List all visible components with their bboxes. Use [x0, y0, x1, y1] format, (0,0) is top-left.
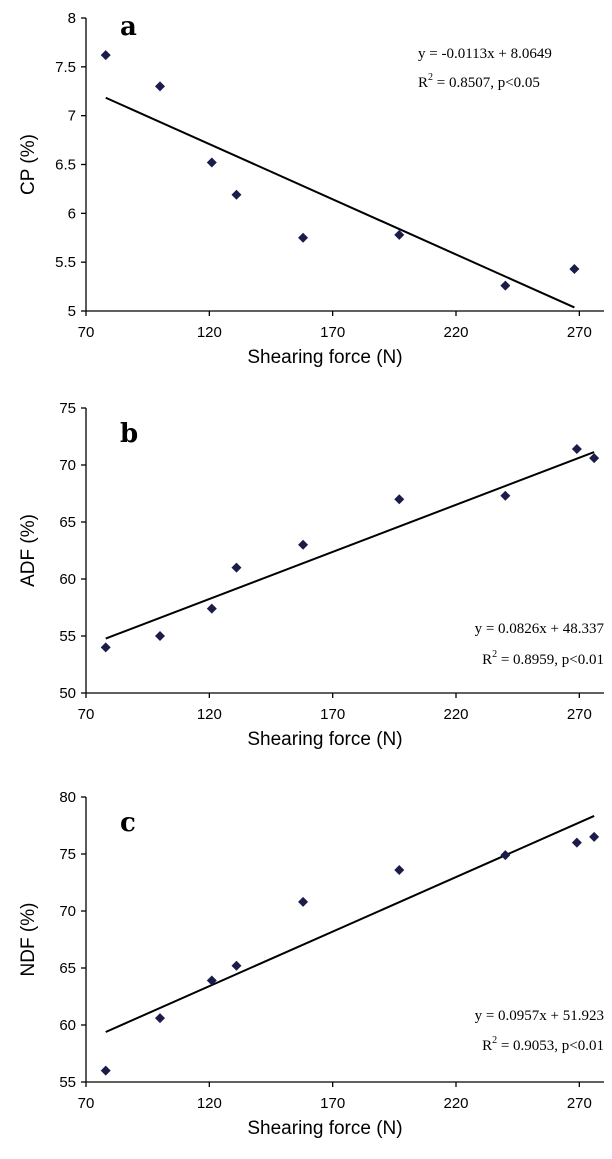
- panel-label: c: [120, 808, 136, 838]
- x-axis-title: Shearing force (N): [247, 729, 402, 750]
- x-tick-label: 220: [443, 324, 468, 341]
- trendline: [105, 96, 575, 309]
- regression-equation: y = 0.0826x + 48.337: [475, 621, 605, 637]
- chart-panel-c: 55 60 65 70 75 80 70 120 170 220 270 Shearing force…: [18, 789, 604, 1139]
- y-tick-label: 55: [59, 1074, 76, 1091]
- y-tick-label: 70: [59, 903, 76, 920]
- x-tick-label: 220: [443, 706, 468, 723]
- x-tick-label: 170: [320, 324, 345, 341]
- x-tick-label: 270: [567, 706, 592, 723]
- y-tick-label: 80: [59, 789, 76, 806]
- x-tick-label: 70: [78, 706, 95, 723]
- data-point: [231, 960, 242, 971]
- data-point: [571, 444, 582, 455]
- y-tick-label: 65: [59, 514, 76, 531]
- r-squared-text: R2 = 0.9053, p<0.01: [482, 1035, 604, 1054]
- data-point: [206, 975, 217, 986]
- panel-label: a: [120, 12, 137, 42]
- data-point: [206, 603, 217, 614]
- y-tick-label: 75: [59, 846, 76, 863]
- x-tick-label: 120: [197, 324, 222, 341]
- data-point: [206, 157, 217, 168]
- data-point: [100, 50, 111, 61]
- data-point: [394, 494, 405, 505]
- x-tick-label: 120: [197, 706, 222, 723]
- x-tick-label: 170: [320, 706, 345, 723]
- data-point: [100, 642, 111, 653]
- y-tick-label: 70: [59, 457, 76, 474]
- data-point: [589, 453, 600, 464]
- trendline: [105, 815, 595, 1033]
- panel-label: b: [120, 419, 138, 449]
- regression-equation: y = 0.0957x + 51.923: [475, 1008, 604, 1024]
- chart-panel-b: 50 55 60 65 70 75 70 120 170 220 270 Shearing force…: [18, 400, 604, 750]
- data-point: [500, 490, 511, 501]
- chart-panel-a: 5 5.5 6 6.5 7 7.5 8 70 120 170 220 270 Shearing forc…: [18, 10, 604, 368]
- x-tick-label: 70: [78, 324, 95, 341]
- data-point: [571, 837, 582, 848]
- y-tick-label: 5: [68, 303, 76, 320]
- y-tick-label: 7: [68, 108, 76, 125]
- r-squared-text: R2 = 0.8959, p<0.01: [482, 649, 604, 668]
- data-point: [298, 539, 309, 550]
- trendline: [105, 451, 595, 640]
- data-point: [100, 1065, 111, 1076]
- y-axis-title: NDF (%): [18, 903, 39, 977]
- data-point: [298, 232, 309, 243]
- data-point: [394, 229, 405, 240]
- y-tick-label: 65: [59, 960, 76, 977]
- data-point: [231, 189, 242, 200]
- data-point: [155, 631, 165, 641]
- y-tick-label: 6.5: [55, 157, 76, 174]
- data-point: [155, 1013, 165, 1024]
- y-tick-label: 55: [59, 628, 76, 645]
- y-tick-label: 7.5: [55, 59, 76, 76]
- x-tick-label: 220: [443, 1095, 468, 1112]
- y-tick-label: 6: [68, 205, 76, 222]
- data-point: [298, 896, 309, 907]
- data-point: [231, 562, 242, 573]
- regression-equation: y = -0.0113x + 8.0649: [418, 46, 552, 62]
- y-tick-label: 60: [59, 1017, 76, 1034]
- data-point: [500, 850, 511, 861]
- y-axis-title: CP (%): [18, 134, 39, 195]
- y-tick-label: 8: [68, 10, 76, 27]
- data-point: [155, 81, 165, 92]
- x-tick-label: 120: [197, 1095, 222, 1112]
- data-point: [394, 864, 405, 875]
- x-axis-title: Shearing force (N): [247, 347, 402, 368]
- y-tick-label: 60: [59, 571, 76, 588]
- x-tick-label: 270: [567, 324, 592, 341]
- x-axis-title: Shearing force (N): [247, 1118, 402, 1139]
- data-point: [569, 264, 580, 275]
- y-tick-label: 5.5: [55, 254, 76, 271]
- x-tick-label: 70: [78, 1095, 95, 1112]
- data-point: [589, 831, 600, 842]
- r-squared-text: R2 = 0.8507, p<0.05: [418, 72, 540, 91]
- x-tick-label: 270: [567, 1095, 592, 1112]
- x-tick-label: 170: [320, 1095, 345, 1112]
- y-tick-label: 75: [59, 400, 76, 417]
- y-axis-title: ADF (%): [18, 514, 39, 587]
- y-tick-label: 50: [59, 685, 76, 702]
- data-point: [500, 280, 511, 291]
